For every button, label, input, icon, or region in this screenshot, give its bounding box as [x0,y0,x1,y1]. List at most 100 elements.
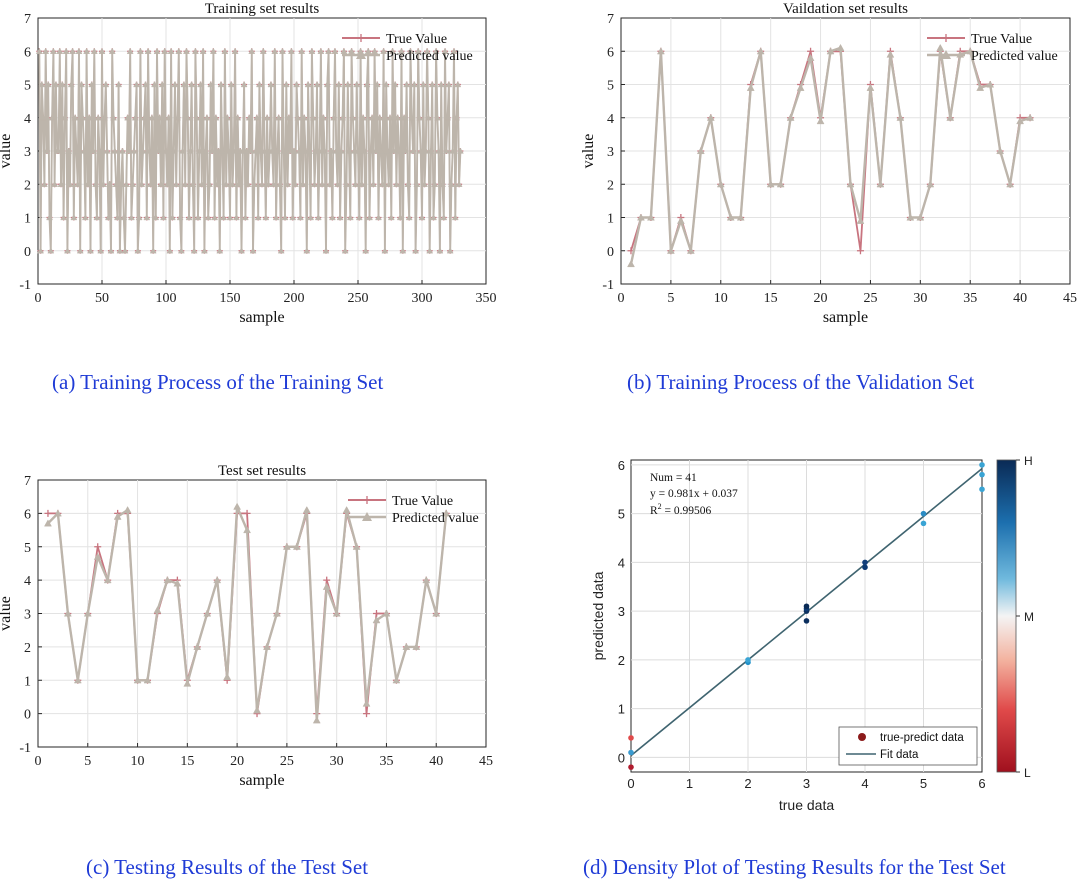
data-point-predicted [217,80,225,88]
data-point-predicted [354,147,362,154]
data-point-predicted [450,47,458,54]
data-point-predicted [334,180,341,187]
legend-scatter-marker [858,733,866,741]
y-axis-label: predicted data [590,571,606,660]
annotation-equation: y = 0.981x + 0.037 [650,488,738,500]
y-tick-label: -1 [19,741,31,756]
x-tick-label: 15 [764,291,778,306]
data-point-predicted [451,213,459,221]
data-point-predicted [167,47,175,54]
y-tick-label: 0 [618,750,625,765]
y-tick-label: 6 [24,45,31,60]
data-point-predicted [816,117,825,125]
data-point-predicted [267,80,275,88]
data-point-predicted [233,502,242,510]
data-point-predicted [108,47,116,54]
y-axis-label: value [0,596,14,631]
annotation-num: Num = 41 [650,472,697,484]
data-point-predicted [253,114,261,121]
data-point-predicted [856,216,865,224]
data-point-predicted [298,47,306,54]
data-point-predicted [340,47,348,54]
y-tick-label: 3 [607,145,614,160]
data-point-predicted [290,147,298,154]
data-point-predicted [796,83,805,91]
data-point-predicted [48,114,56,121]
data-point-predicted [358,180,366,187]
data-point-predicted [371,47,379,54]
x-tick-label: 100 [156,291,177,306]
data-point-predicted [64,247,71,254]
data-point-predicted [227,80,235,88]
data-point-predicted [343,180,350,187]
data-point-predicted [139,147,147,154]
data-point-predicted [60,213,68,221]
x-tick-label: 35 [963,291,977,306]
x-tick-label: 25 [863,291,877,306]
colorbar-label: H [1024,454,1033,468]
data-point-predicted [387,213,395,221]
x-tick-label: 15 [180,754,194,769]
legend-scatter-label: true-predict data [880,732,964,744]
data-point-predicted [416,114,423,121]
data-point-predicted [71,114,79,121]
data-point-predicted [281,213,289,221]
data-point-predicted [368,114,376,121]
data-point-predicted [409,147,417,154]
y-tick-label: -1 [19,278,31,293]
data-point-predicted [280,147,288,154]
data-point-predicted [936,43,945,51]
data-point-predicted [70,213,78,221]
scatter-point [979,471,985,478]
data-point-predicted [163,180,171,187]
data-point-predicted [218,147,226,154]
x-tick-label: 4 [861,776,868,791]
data-point-predicted [282,542,291,550]
data-point-predicted [224,114,231,121]
y-tick-label: 5 [24,541,31,556]
data-point-predicted [424,114,432,121]
data-point-predicted [194,213,202,221]
data-point-predicted [75,47,83,54]
data-point-predicted [746,83,755,91]
data-point-predicted [362,247,370,254]
data-point-predicted [83,47,91,54]
data-point-predicted [273,147,281,154]
data-point-predicted [119,147,126,154]
data-point-predicted [352,180,359,187]
data-point-predicted [180,80,188,88]
data-point-predicted [203,114,211,121]
data-point-predicted [395,147,403,154]
data-point-predicted [213,180,221,187]
data-point-predicted [47,247,55,254]
data-point-predicted [209,47,217,54]
data-point-predicted [325,47,332,54]
data-point-predicted [216,247,224,254]
data-point-predicted [976,83,985,91]
data-point-true [44,509,52,517]
data-point-predicted [436,247,444,254]
data-point-predicted [866,83,875,91]
data-point-predicted [67,80,75,88]
data-point-predicted [165,114,172,121]
data-point-predicted [66,180,74,187]
data-point-predicted [407,47,414,54]
data-point-predicted [49,47,57,54]
data-point-predicted [637,213,645,221]
data-point-predicted [373,80,381,88]
data-point-predicted [696,146,705,155]
data-point-predicted [112,180,120,187]
data-point-predicted [103,576,112,584]
data-point-predicted [206,180,213,187]
data-point-predicted [362,699,371,707]
data-point-predicted [261,147,268,154]
x-tick-label: 0 [35,291,42,306]
data-point-predicted [133,80,140,88]
x-tick-label: 50 [95,291,109,306]
data-point-predicted [296,213,304,221]
data-point-predicted [52,80,60,88]
data-point-predicted [448,180,455,187]
data-point-predicted [966,47,975,55]
scatter-point [979,486,985,493]
